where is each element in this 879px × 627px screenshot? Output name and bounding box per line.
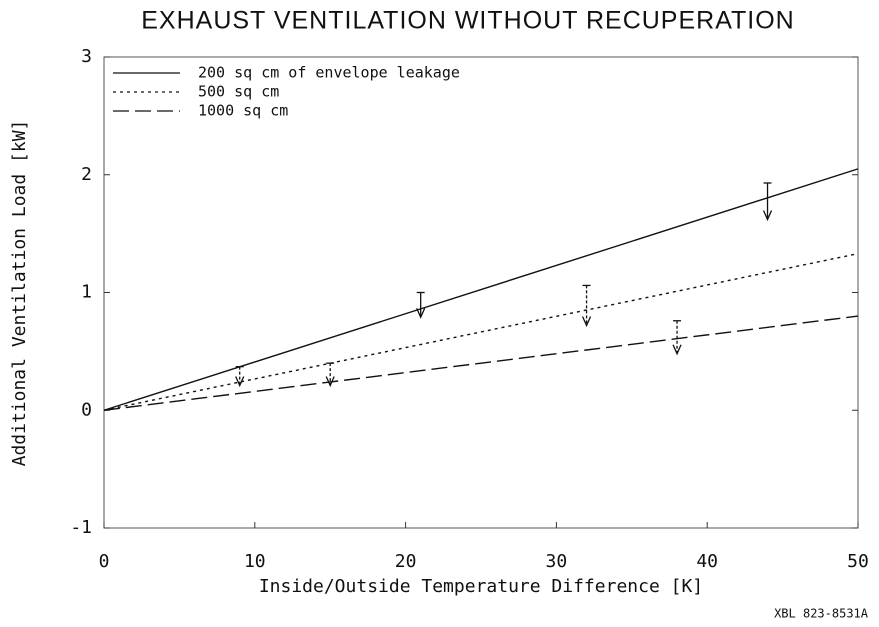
y-tick-label: -1 <box>70 517 92 538</box>
series-line <box>103 252 859 411</box>
series-line <box>103 315 859 411</box>
marker-arrow <box>416 307 426 319</box>
x-axis-label: Inside/Outside Temperature Difference [K… <box>259 576 703 597</box>
y-tick-label: 0 <box>81 399 92 420</box>
x-tick-label: 0 <box>99 551 110 572</box>
marker-arrow <box>672 344 682 356</box>
x-tick-label: 20 <box>395 551 417 572</box>
x-tick-label: 10 <box>244 551 266 572</box>
y-tick-label: 2 <box>81 164 92 185</box>
marker-arrow <box>762 210 773 222</box>
marker-arrow <box>235 376 245 388</box>
x-tick-label: 40 <box>696 551 718 572</box>
legend-label: 500 sq cm <box>198 83 279 101</box>
y-axis-label: Additional Ventilation Load [kW] <box>9 120 30 467</box>
legend-label: 200 sq cm of envelope leakage <box>198 64 460 82</box>
y-tick-label: 1 <box>81 282 92 303</box>
marker-arrow <box>581 316 592 328</box>
chart-title: EXHAUST VENTILATION WITHOUT RECUPERATION <box>141 7 795 35</box>
legend-label: 1000 sq cm <box>198 102 288 120</box>
annotation: XBL 823-8531A <box>774 607 869 621</box>
plot-frame <box>103 56 859 529</box>
x-tick-label: 30 <box>546 551 568 572</box>
x-tick-label: 50 <box>847 551 869 572</box>
y-tick-label: 3 <box>81 46 92 67</box>
series-line <box>103 168 859 411</box>
marker-arrow <box>325 376 335 388</box>
